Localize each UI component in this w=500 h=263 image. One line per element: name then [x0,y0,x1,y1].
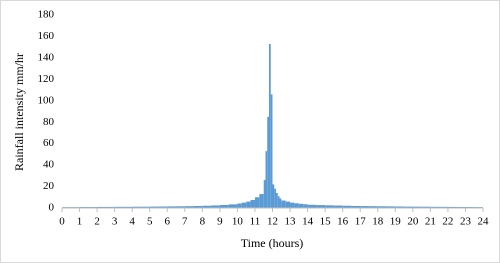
bar [123,206,133,208]
bar [176,206,185,208]
bar [277,196,280,208]
bar [270,94,273,208]
x-tick-label: 8 [200,216,206,228]
x-tick-label: 2 [94,216,100,228]
x-tick-label: 15 [320,216,332,228]
bar [386,206,396,208]
x-tick-label: 1 [77,216,83,228]
bar [351,205,361,208]
bar [360,206,369,208]
bar [211,205,220,208]
x-axis-title: Time (hours) [241,236,304,250]
bar [193,205,203,208]
bar [281,200,286,208]
bar [290,202,295,208]
bar [447,206,457,208]
bar [97,206,106,208]
y-axis-title: Rainfall intensity mm/hr [12,53,26,171]
y-tick-label: 180 [38,9,55,21]
bar [202,205,212,208]
x-tick-label: 19 [390,216,402,228]
bar [325,205,334,208]
bar [456,206,466,208]
bar [140,206,150,208]
bar [316,205,326,208]
bar [114,206,124,208]
bar [237,203,242,208]
bar [333,205,343,208]
y-tick-label: 40 [43,159,55,171]
bar [274,188,277,208]
bar [307,204,317,208]
bar [303,204,308,208]
bar [219,204,229,208]
y-tick-label: 0 [49,202,55,214]
x-tick-label: 14 [302,216,314,228]
bar [268,43,271,209]
y-tick-label: 100 [38,94,55,106]
bar [132,206,141,208]
bar [149,206,159,208]
y-tick-label: 60 [43,137,55,149]
bar [439,206,448,208]
bar [421,206,431,208]
x-tick-label: 10 [232,216,244,228]
bar [267,116,269,208]
x-tick-label: 4 [129,216,135,228]
x-tick-label: 3 [112,216,118,228]
bar [259,194,264,208]
bar [228,204,238,208]
bar [250,199,255,208]
bar [298,203,304,208]
bar [395,206,405,208]
bar [412,206,422,208]
bar [184,206,194,208]
x-tick-label: 6 [165,216,171,228]
bar [246,201,251,208]
x-tick-label: 22 [442,216,453,228]
bar [263,180,266,208]
bar [265,151,268,208]
bar [294,203,299,208]
bar [430,206,440,208]
x-tick-label: 11 [250,216,261,228]
x-tick-label: 9 [217,216,223,228]
x-tick-label: 23 [460,216,472,228]
bar [404,206,413,208]
y-tick-label: 140 [38,51,55,63]
x-tick-label: 7 [182,216,188,228]
bar [342,205,352,208]
bar [254,197,260,208]
x-tick-label: 0 [59,216,65,228]
x-tick-label: 18 [372,216,384,228]
x-tick-label: 21 [425,216,436,228]
y-tick-label: 80 [43,116,55,128]
bar [272,184,275,208]
bar [368,206,378,208]
x-tick-label: 5 [147,216,153,228]
x-tick-label: 16 [337,216,349,228]
x-tick-label: 12 [267,216,278,228]
x-tick-label: 20 [407,216,419,228]
y-tick-label: 20 [43,180,55,192]
x-tick-label: 17 [355,216,367,228]
bar [276,192,278,208]
bar [285,201,291,208]
x-tick-label: 24 [478,216,490,228]
x-tick-label: 13 [285,216,297,228]
bar [158,206,168,208]
y-tick-label: 160 [38,30,55,42]
y-tick-label: 120 [38,73,55,85]
bar [241,202,247,208]
bar [377,206,387,208]
bar [167,206,177,208]
bar [279,198,282,208]
bar [105,206,115,208]
